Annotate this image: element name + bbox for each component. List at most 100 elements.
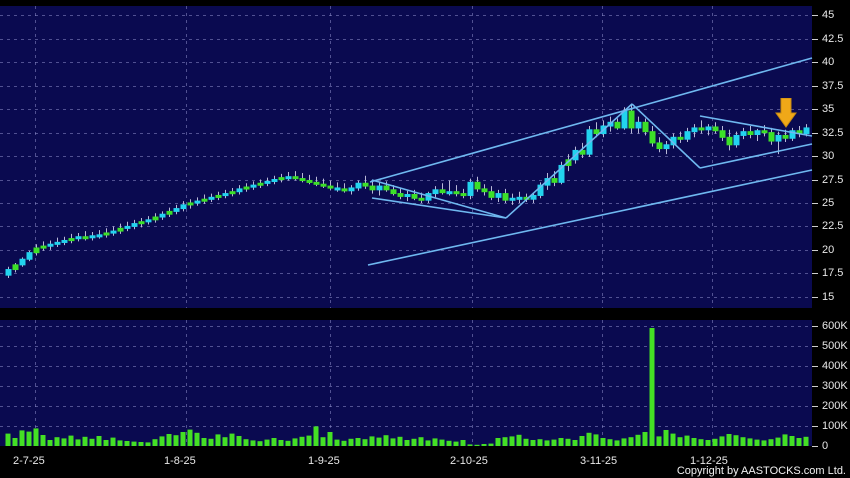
volume-bar: [425, 440, 431, 446]
candle-body: [502, 193, 509, 201]
volume-bar: [747, 438, 753, 446]
candle-body: [551, 178, 558, 183]
candle-body: [68, 238, 75, 242]
volume-bar: [138, 442, 144, 446]
candle-body: [285, 176, 292, 180]
volume-bar: [593, 434, 599, 446]
candle-body: [740, 131, 747, 136]
date-axis-label: 2-10-25: [450, 455, 488, 467]
date-axis-label: 1-8-25: [164, 455, 196, 467]
candle-body: [54, 241, 61, 245]
candle-body: [145, 219, 152, 223]
candle-body: [180, 204, 187, 210]
volume-bar: [740, 437, 746, 446]
volume-bar: [614, 440, 620, 446]
candle-body: [334, 187, 341, 191]
volume-bar: [257, 441, 263, 446]
volume-bar: [299, 436, 305, 446]
candle-body: [411, 194, 418, 199]
volume-bar: [75, 439, 81, 446]
candle-body: [47, 243, 54, 247]
candle-body: [96, 234, 103, 238]
volume-chart-panel[interactable]: [0, 320, 812, 446]
candle-body: [726, 136, 733, 146]
volume-bar: [383, 435, 389, 446]
candle-body: [362, 182, 369, 187]
volume-bar: [691, 438, 697, 446]
candle-body: [635, 121, 642, 129]
volume-bar: [292, 438, 298, 446]
candle-body: [222, 193, 229, 197]
volume-bar: [796, 438, 802, 446]
volume-series[interactable]: [5, 328, 809, 446]
volume-bar: [47, 440, 53, 446]
wedge-upper-left[interactable]: [371, 179, 507, 219]
candle-body: [159, 213, 166, 218]
volume-bar: [663, 430, 669, 446]
volume-bar: [572, 440, 578, 446]
candle-body: [306, 179, 313, 183]
wedge-lower-right[interactable]: [699, 115, 813, 137]
date-axis-label: 1-12-25: [690, 455, 728, 467]
candle-body: [110, 230, 117, 234]
candle-body: [166, 210, 173, 215]
channel-lower[interactable]: [367, 169, 813, 266]
volume-bar: [306, 435, 312, 446]
candle-body: [138, 221, 145, 225]
date-axis-label: 1-9-25: [308, 455, 340, 467]
candle-body: [355, 182, 362, 189]
volume-bar: [439, 439, 445, 446]
candle-body: [327, 185, 334, 189]
wedge-upper-right[interactable]: [699, 143, 813, 169]
trendline-overlays[interactable]: [367, 57, 813, 266]
candle-body: [446, 191, 453, 195]
impulse-up[interactable]: [505, 103, 633, 219]
volume-bar: [586, 432, 592, 446]
volume-bar: [537, 439, 543, 446]
volume-bar: [145, 442, 151, 446]
volume-bar: [341, 440, 347, 446]
candle-body: [292, 176, 299, 180]
volume-bar: [754, 439, 760, 446]
channel-upper[interactable]: [369, 57, 813, 183]
candle-body: [712, 126, 719, 132]
candle-body: [719, 130, 726, 138]
candle-body: [789, 130, 796, 139]
candle-body: [754, 130, 761, 135]
volume-bar: [166, 434, 172, 446]
volume-bar: [404, 440, 410, 446]
candle-body: [698, 127, 705, 131]
volume-bar: [320, 437, 326, 446]
wedge-lower-left[interactable]: [371, 197, 507, 219]
volume-bar: [446, 440, 452, 446]
candle-body: [614, 121, 621, 129]
volume-bar: [124, 441, 130, 446]
volume-bar: [5, 433, 11, 446]
volume-bar: [180, 432, 186, 446]
candle-body: [593, 129, 600, 135]
date-axis-label: 3-11-25: [580, 455, 618, 467]
volume-bar: [656, 436, 662, 446]
volume-bar: [236, 436, 242, 446]
volume-bar: [61, 438, 67, 446]
volume-bar: [761, 440, 767, 446]
volume-bar: [194, 432, 200, 446]
volume-bar: [516, 434, 522, 446]
volume-bar: [201, 438, 207, 446]
impulse-down[interactable]: [631, 103, 701, 169]
candle-body: [243, 186, 250, 190]
candle-body: [537, 184, 544, 196]
candle-body: [481, 188, 488, 193]
volume-bar: [775, 437, 781, 446]
volume-bar: [159, 436, 165, 446]
candle-body: [782, 134, 789, 139]
volume-bar: [40, 435, 46, 446]
candlestick-series[interactable]: [5, 103, 810, 278]
volume-bar: [474, 444, 480, 446]
volume-bar: [222, 437, 228, 446]
candle-body: [376, 185, 383, 191]
volume-bar: [705, 440, 711, 446]
volume-bar: [369, 436, 375, 446]
candle-body: [509, 197, 516, 201]
